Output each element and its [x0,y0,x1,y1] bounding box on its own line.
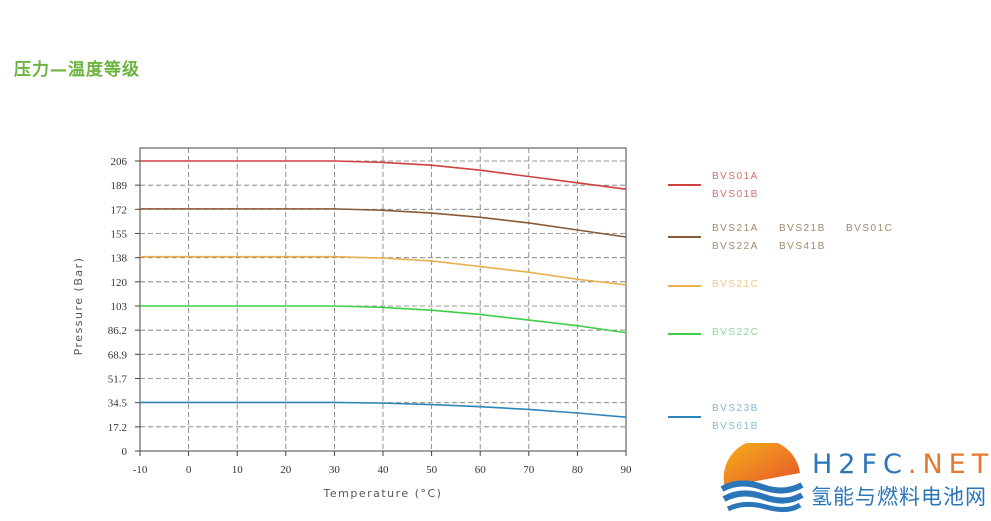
x-tick-label: 50 [426,464,438,476]
legend-line-swatch [668,184,701,186]
grid [135,147,627,456]
x-tick-label: 70 [523,464,535,476]
y-tick-label: 86.2 [108,325,127,337]
x-tick-label: 60 [475,464,487,476]
h2fc-logo: H2FC.NET 氢能与燃料电池网 [720,439,991,515]
y-tick-label: 206 [111,156,128,168]
y-tick-label: 189 [111,180,128,192]
y-axis-label: Pressure (Bar) [72,257,85,356]
legend-label: BVS22C [712,327,760,338]
x-axis-label: Temperature (°C) [323,487,443,500]
legend-label: BVS21B [779,223,826,234]
legend-label: BVS01C [846,223,894,234]
logo-name: H2FC.NET [812,449,991,480]
legend-line-swatch [668,333,701,335]
legend-label: BVS21C [712,279,760,290]
tick-labels: 0 17.2 34.5 51.7 68.9 86.2 103 120 138 155 172 189 2… [108,156,632,476]
y-tick-label: 68.9 [108,349,128,361]
logo-name-blue: H2FC [812,449,908,480]
y-tick-label: 172 [111,204,128,216]
legend-label: BVS23B [712,403,759,414]
series-lines [140,160,627,419]
y-tick-label: 138 [111,253,128,265]
legend-line-swatch [668,285,701,287]
legend-label: BVS01B [712,189,759,200]
y-tick-label: 103 [111,301,128,313]
series-line [140,160,627,190]
legend-label: BVS01A [712,171,759,182]
logo-name-orange: .NET [907,449,991,480]
page-title: 压力—温度等级 [14,60,140,80]
y-tick-label: 155 [111,229,128,241]
logo-subtitle: 氢能与燃料电池网 [811,485,987,509]
series-line [140,255,627,286]
x-tick-label: 80 [572,464,584,476]
series-line [140,305,627,334]
x-tick-label: 30 [329,464,341,476]
legend-label: BVS61B [712,421,759,432]
y-tick-label: 51.7 [108,374,128,386]
legend-label: BVS22A [712,241,759,252]
legend-line-swatch [668,416,701,418]
series-line [140,208,627,238]
x-tick-label: 0 [186,464,192,476]
x-tick-label: 40 [378,464,390,476]
legend-label: BVS21A [712,223,759,234]
x-tick-label: 20 [280,464,292,476]
legend-label: BVS41B [779,241,826,252]
y-tick-label: 34.5 [108,398,128,410]
x-tick-label: 10 [232,464,244,476]
y-tick-label: 17.2 [108,422,127,434]
x-tick-label: 90 [621,464,633,476]
series-line [140,401,627,419]
y-tick-label: 0 [122,446,128,458]
legend-line-swatch [668,236,701,238]
y-tick-label: 120 [111,277,128,289]
x-tick-label: -10 [133,464,148,476]
logo-sun-waves-icon [720,439,804,513]
